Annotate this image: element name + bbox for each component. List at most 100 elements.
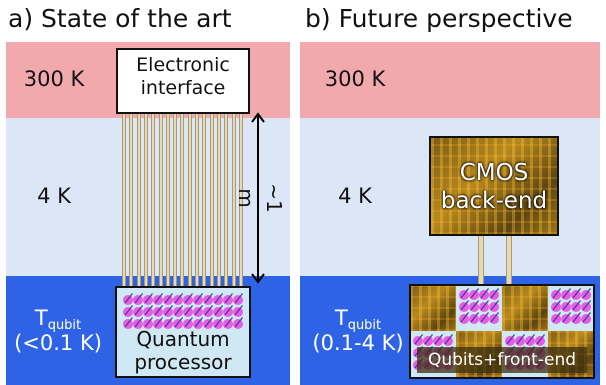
qubit-icon [561, 288, 571, 300]
qubit-array-icon [551, 288, 591, 324]
distance-label: ~1 m [234, 183, 286, 213]
qubit-icon [571, 288, 581, 300]
qubit-icon [581, 300, 591, 312]
panel-b-temp-qubit: Tqubit [308, 305, 408, 339]
qubit-icon [423, 334, 433, 346]
qubit-icon [443, 334, 453, 346]
qubit-icon [193, 317, 203, 329]
panel-b-wire-left [478, 234, 484, 286]
qubit-icon [203, 305, 213, 317]
qubit-icon [143, 293, 153, 305]
panel-a-temp-300k: 300 K [23, 67, 85, 91]
qubit-icon [213, 305, 223, 317]
qubit-icon [561, 312, 571, 324]
qubit-icon [193, 293, 203, 305]
panel-b-room-temp-band [300, 42, 600, 118]
qubit-icon [123, 305, 133, 317]
qubit-icon [153, 305, 163, 317]
panel-b-title: b) Future perspective [305, 4, 573, 33]
qubit-icon [173, 293, 183, 305]
panel-a-wire [202, 112, 207, 290]
qubit-icon [223, 317, 233, 329]
qubit-icon [203, 317, 213, 329]
panel-a-temp-qubit-main: T [34, 306, 48, 330]
qubit-icon [153, 293, 163, 305]
qubit-icon [143, 305, 153, 317]
qubit-tile [548, 286, 593, 331]
qubit-icon [233, 293, 243, 305]
qubit-icon [153, 317, 163, 329]
qubit-array-icon [459, 288, 499, 324]
qubit-icon [133, 305, 143, 317]
qubit-tile [456, 286, 502, 331]
qubit-icon [571, 312, 581, 324]
qubit-icon [163, 293, 173, 305]
qubit-icon [173, 317, 183, 329]
panel-a-wire [224, 112, 229, 290]
qubit-icon [489, 312, 499, 324]
qubit-icon [123, 293, 133, 305]
qubit-icon [433, 334, 443, 346]
panel-b-temp-300k: 300 K [324, 67, 386, 91]
panel-a-temp-qubit-range: (<0.1 K) [14, 331, 102, 355]
qubit-icon [133, 293, 143, 305]
panel-a-title: a) State of the art [8, 4, 232, 33]
panel-a-wire [209, 112, 214, 290]
qubit-icon [469, 300, 479, 312]
qubit-icon [193, 305, 203, 317]
qubit-array-icon [123, 293, 243, 329]
panel-a-wire [187, 112, 192, 290]
panel-b-temp-qubit-main: T [334, 306, 348, 330]
panel-a-wire [180, 112, 185, 290]
qubit-icon [183, 317, 193, 329]
panel-a-temp-qubit: Tqubit [8, 305, 108, 339]
qubit-icon [183, 293, 193, 305]
panel-a-wire [158, 112, 163, 290]
qubit-icon [459, 300, 469, 312]
qubit-icon [413, 334, 423, 346]
qubit-icon [535, 334, 545, 346]
panel-a-temp-4k: 4 K [37, 184, 71, 208]
qubits-frontend-label: Qubits+front-end [417, 347, 587, 373]
panel-a-wire [122, 112, 126, 290]
panel-b-wire-right [506, 234, 512, 286]
qubit-icon [505, 334, 515, 346]
qubit-icon [479, 300, 489, 312]
qubits-frontend-chip: Qubits+front-end [409, 284, 595, 379]
qubit-icon [551, 288, 561, 300]
qubit-icon [459, 312, 469, 324]
qubit-icon [479, 312, 489, 324]
distance-arrow-icon [251, 112, 265, 284]
quantum-processor-box: Quantum processor [115, 286, 251, 378]
panel-a-wire [165, 112, 170, 290]
qubit-icon [223, 305, 233, 317]
qubit-icon [459, 288, 469, 300]
qubit-icon [551, 300, 561, 312]
qubit-icon [489, 300, 499, 312]
qubit-icon [469, 288, 479, 300]
panel-a-wire [195, 112, 199, 290]
panel-a-wire [136, 112, 141, 290]
panel-a-wire [216, 112, 221, 290]
panel-b-temp-4k: 4 K [338, 184, 372, 208]
qubit-icon [581, 288, 591, 300]
panel-a-wire [151, 112, 156, 290]
frontend-tile [502, 286, 548, 331]
frontend-tile [411, 286, 456, 331]
panel-a-wire [173, 112, 178, 290]
qubit-icon [515, 334, 525, 346]
qubit-icon [233, 317, 243, 329]
panel-b-temp-qubit-range: (0.1-4 K) [312, 331, 404, 355]
panel-b-temp-qubit-sub: qubit [347, 318, 382, 333]
panel-a-wire [231, 112, 236, 290]
panel-a-temp-qubit-sub: qubit [47, 318, 82, 333]
qubit-icon [173, 305, 183, 317]
qubit-icon [551, 312, 561, 324]
electronic-interface-line2: interface [140, 77, 226, 99]
qubit-icon [133, 317, 143, 329]
qubit-icon [233, 305, 243, 317]
qubit-icon [163, 305, 173, 317]
cmos-label-line2: back-end [440, 188, 548, 214]
quantum-processor-label: Quantum processor [117, 328, 249, 374]
panel-a-wire [238, 112, 243, 290]
